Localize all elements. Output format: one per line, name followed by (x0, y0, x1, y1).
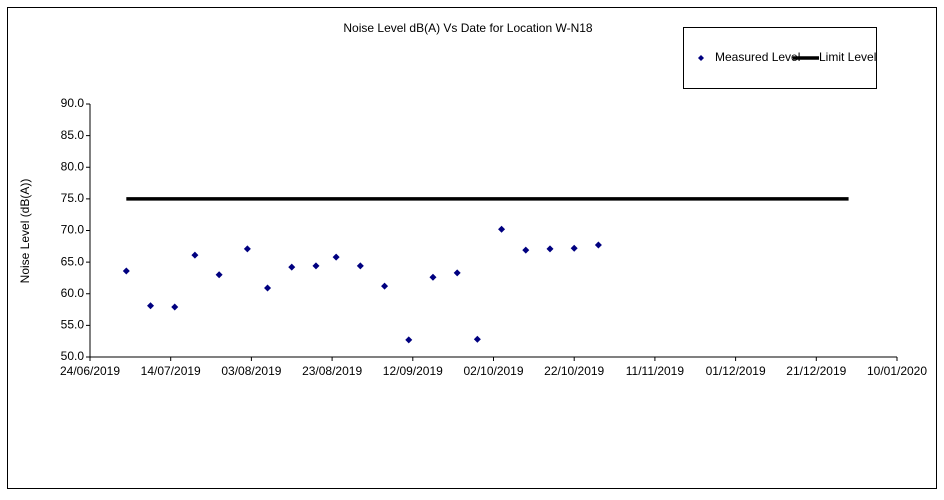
data-point (264, 284, 272, 292)
data-point (594, 241, 602, 249)
data-point (332, 253, 340, 261)
data-point (473, 335, 481, 343)
legend-label: Limit Level (819, 50, 876, 64)
x-tick-label: 23/08/2019 (302, 364, 362, 378)
data-point (498, 225, 506, 233)
x-tick-label: 11/11/2019 (626, 364, 685, 378)
data-point (570, 244, 578, 252)
data-point (147, 302, 155, 310)
y-tick-label: 85.0 (61, 128, 85, 142)
legend-label: Measured Level (715, 50, 800, 64)
x-tick-label: 02/10/2019 (463, 364, 523, 378)
chart-title: Noise Level dB(A) Vs Date for Location W… (343, 21, 593, 35)
x-tick-label: 22/10/2019 (544, 364, 604, 378)
x-tick-label: 14/07/2019 (141, 364, 201, 378)
data-point (191, 251, 199, 259)
data-point (405, 336, 413, 344)
x-tick-label: 01/12/2019 (706, 364, 766, 378)
data-point (356, 262, 364, 270)
x-tick-label: 21/12/2019 (786, 364, 846, 378)
x-tick-label: 03/08/2019 (221, 364, 281, 378)
y-axis-label: Noise Level (dB(A)) (18, 179, 32, 284)
y-tick-label: 70.0 (61, 223, 85, 237)
data-point (215, 271, 223, 279)
y-tick-label: 80.0 (61, 159, 85, 173)
data-point (522, 246, 530, 254)
y-tick-label: 90.0 (61, 96, 85, 110)
x-tick-label: 12/09/2019 (383, 364, 443, 378)
y-tick-label: 65.0 (61, 254, 85, 268)
data-point (381, 282, 389, 290)
y-tick-label: 50.0 (61, 349, 85, 363)
data-point (546, 245, 554, 253)
legend-marker (698, 55, 704, 61)
legend (683, 27, 877, 89)
data-point (122, 267, 130, 275)
data-point (288, 263, 296, 271)
data-point (312, 262, 320, 270)
x-tick-label: 10/01/2020 (867, 364, 927, 378)
data-point (429, 273, 437, 281)
x-tick-label: 24/06/2019 (60, 364, 120, 378)
data-point (243, 245, 251, 253)
data-point (453, 269, 461, 277)
data-point (171, 303, 179, 311)
y-tick-label: 60.0 (61, 286, 85, 300)
y-tick-label: 75.0 (61, 191, 85, 205)
y-tick-label: 55.0 (61, 318, 85, 332)
